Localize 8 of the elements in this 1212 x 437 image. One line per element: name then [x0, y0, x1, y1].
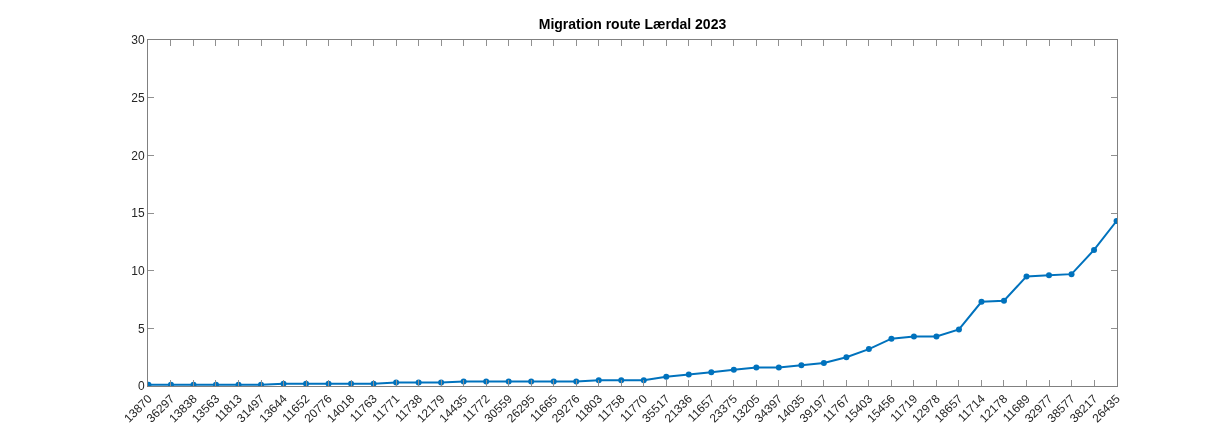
y-tick-label: 0: [137, 379, 145, 394]
y-tick-label: 15: [131, 206, 145, 221]
y-tick-label: 25: [131, 90, 145, 105]
y-tick-label: 20: [131, 148, 145, 163]
y-tick-label: 10: [131, 263, 145, 278]
chart-title: Migration route Lærdal 2023: [538, 16, 727, 33]
y-tick-label: 5: [137, 321, 145, 336]
y-tick-label: 30: [131, 33, 145, 48]
